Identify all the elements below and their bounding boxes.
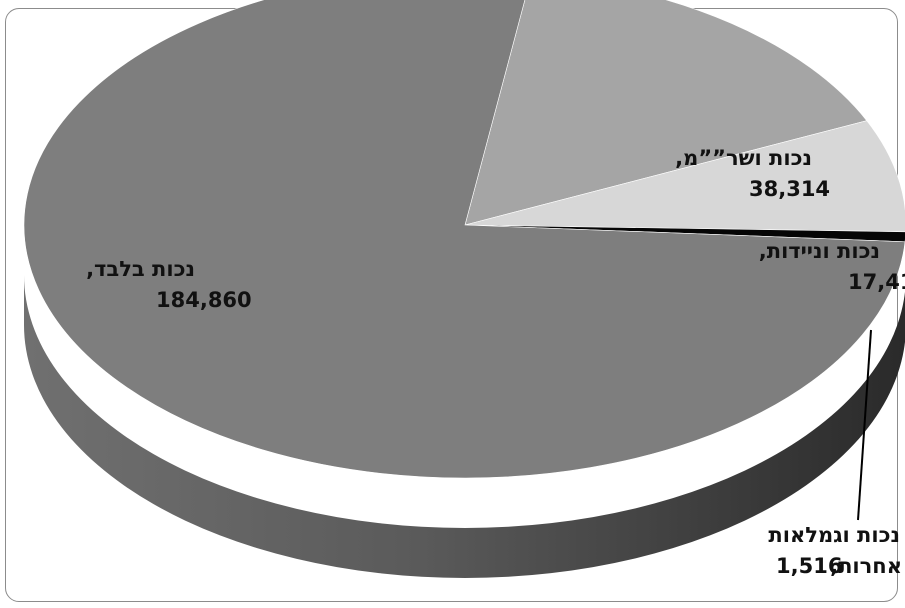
slice-disability-mobility	[464, 120, 905, 233]
slice-value-disability-mobility: 17,419	[848, 270, 905, 294]
slice-disability-rehab	[464, 0, 868, 226]
pie-side-wall	[24, 275, 905, 578]
slice-label-disability-mobility: נכות וניידות,	[759, 239, 880, 263]
slice-label-disability-rehab: נכות ושר””מ,	[675, 146, 812, 170]
slice-label-other-benefits-line1: נכות וגמלאות	[768, 523, 900, 547]
slice-value-disability-only: 184,860	[156, 288, 252, 312]
slice-label-other-benefits-line2: אחרות,	[830, 554, 902, 578]
leader-line	[857, 329, 872, 521]
slice-value-other-benefits: 1,516	[776, 554, 842, 578]
slice-label-disability-only: נכות בלבד,	[86, 257, 195, 281]
slice-value-disability-rehab: 38,314	[749, 177, 830, 201]
slice-disability-only	[23, 0, 905, 479]
